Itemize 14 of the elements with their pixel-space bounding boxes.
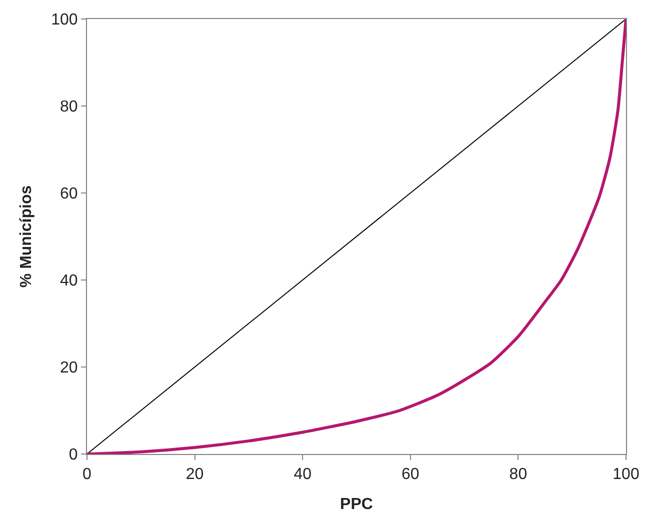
x-tick-label: 20 bbox=[186, 466, 204, 484]
y-axis-title: % Municípios bbox=[18, 185, 35, 288]
y-tick-label: 100 bbox=[51, 12, 78, 29]
y-tick-label: 40 bbox=[60, 272, 78, 290]
y-tick-label: 0 bbox=[68, 446, 78, 464]
x-axis-title: PPC bbox=[340, 496, 374, 513]
x-tick-label: 60 bbox=[402, 466, 420, 484]
y-tick-label: 80 bbox=[60, 98, 78, 116]
x-tick-label: 0 bbox=[82, 466, 92, 484]
y-tick-label: 60 bbox=[60, 186, 78, 203]
y-tick-label: 20 bbox=[60, 360, 78, 377]
x-tick-label: 100 bbox=[612, 466, 640, 484]
x-tick-label: 40 bbox=[294, 466, 312, 484]
x-tick-label: 80 bbox=[509, 466, 528, 484]
